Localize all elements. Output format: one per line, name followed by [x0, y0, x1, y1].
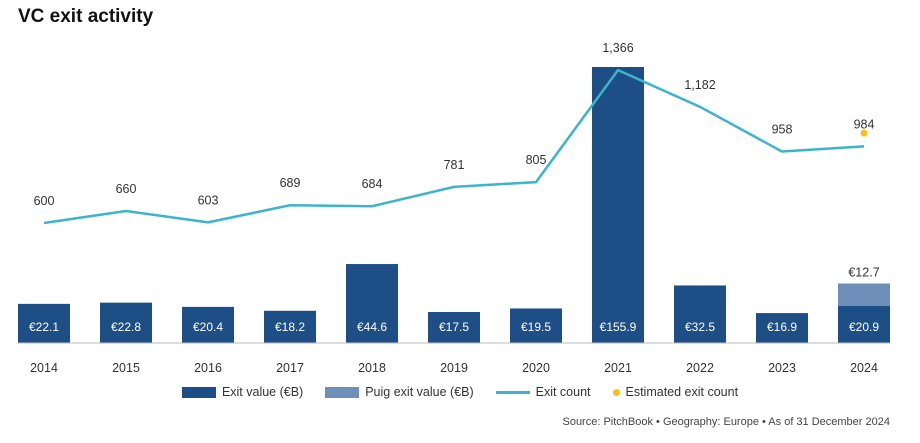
x-tick-2016: 2016	[194, 361, 222, 375]
source-note: Source: PitchBook • Geography: Europe • …	[562, 416, 890, 428]
bar-exit-value-2024	[838, 305, 890, 343]
x-tick-2014: 2014	[30, 361, 58, 375]
bar-exit-value-2022	[674, 285, 726, 343]
bar-label-2020: €19.5	[521, 320, 551, 334]
bar-exit-value-2019	[428, 312, 480, 343]
x-tick-2015: 2015	[112, 361, 140, 375]
bar-label-2023: €16.9	[767, 320, 797, 334]
bar-puig-value-2024	[838, 283, 890, 306]
exit-count-line	[43, 68, 865, 225]
bar-puig-label-2024: €12.7	[848, 266, 879, 280]
bar-label-2022: €32.5	[685, 320, 715, 334]
legend-item-puig-value[interactable]: Puig exit value (€B)	[325, 385, 474, 399]
x-tick-2019: 2019	[440, 361, 468, 375]
bar-exit-value-2014	[18, 303, 70, 343]
legend: Exit value (€B) Puig exit value (€B) Exi…	[0, 385, 920, 399]
legend-swatch-exit-count	[495, 390, 530, 394]
exit-count-label-2024: 984	[854, 117, 875, 131]
chart-canvas: €22.1 2014 €22.8 2015 €20.4 2016 €18.2 2017 €44.…	[18, 41, 890, 375]
legend-item-exit-count[interactable]: Exit count	[495, 385, 591, 399]
legend-swatch-exit-value	[181, 386, 216, 398]
exit-count-label-2023: 958	[772, 123, 793, 137]
exit-count-label-2015: 660	[116, 182, 137, 196]
legend-item-exit-value[interactable]: Exit value (€B)	[181, 385, 304, 399]
exit-count-label-2020: 805	[526, 153, 547, 167]
bar-exit-value-2017	[264, 310, 316, 343]
legend-item-estimated-count[interactable]: Estimated exit count	[612, 385, 739, 399]
legend-swatch-estimated-count	[612, 388, 620, 396]
exit-count-label-2017: 689	[280, 176, 301, 190]
exit-count-label-2018: 684	[362, 177, 383, 191]
bar-label-2024: €20.9	[849, 320, 879, 334]
legend-label-estimated-count: Estimated exit count	[625, 385, 739, 399]
legend-label-puig-value: Puig exit value (€B)	[365, 385, 474, 399]
chart-title: VC exit activity	[18, 6, 154, 27]
bar-label-2018: €44.6	[357, 320, 387, 334]
bar-exit-value-2016	[182, 306, 234, 343]
bar-exit-value-2023	[756, 313, 808, 343]
bar-label-2015: €22.8	[111, 320, 141, 334]
legend-label-exit-count: Exit count	[535, 385, 591, 399]
x-tick-2022: 2022	[686, 361, 714, 375]
bar-label-2021: €155.9	[600, 320, 637, 334]
exit-count-label-2016: 603	[198, 193, 219, 207]
x-tick-2023: 2023	[768, 361, 796, 375]
x-tick-2024: 2024	[850, 361, 878, 375]
bar-label-2019: €17.5	[439, 320, 469, 334]
x-tick-2020: 2020	[522, 361, 550, 375]
bar-label-2016: €20.4	[193, 320, 223, 334]
bar-exit-value-2020	[510, 308, 562, 343]
legend-label-exit-value: Exit value (€B)	[221, 385, 304, 399]
exit-count-label-2014: 600	[34, 194, 55, 208]
x-tick-2017: 2017	[276, 361, 304, 375]
exit-count-label-2021: 1,366	[602, 41, 633, 55]
x-tick-2021: 2021	[604, 361, 632, 375]
legend-swatch-puig-value	[325, 386, 360, 398]
estimated-exit-count-point-2024	[860, 129, 868, 137]
bar-exit-value-2021	[592, 67, 644, 343]
bar-exit-value-2018	[346, 264, 398, 343]
bar-exit-value-2015	[100, 302, 152, 343]
bar-label-2014: €22.1	[29, 320, 59, 334]
x-tick-2018: 2018	[358, 361, 386, 375]
bar-label-2017: €18.2	[275, 320, 305, 334]
exit-count-label-2019: 781	[444, 158, 465, 172]
exit-count-label-2022: 1,182	[684, 78, 715, 92]
